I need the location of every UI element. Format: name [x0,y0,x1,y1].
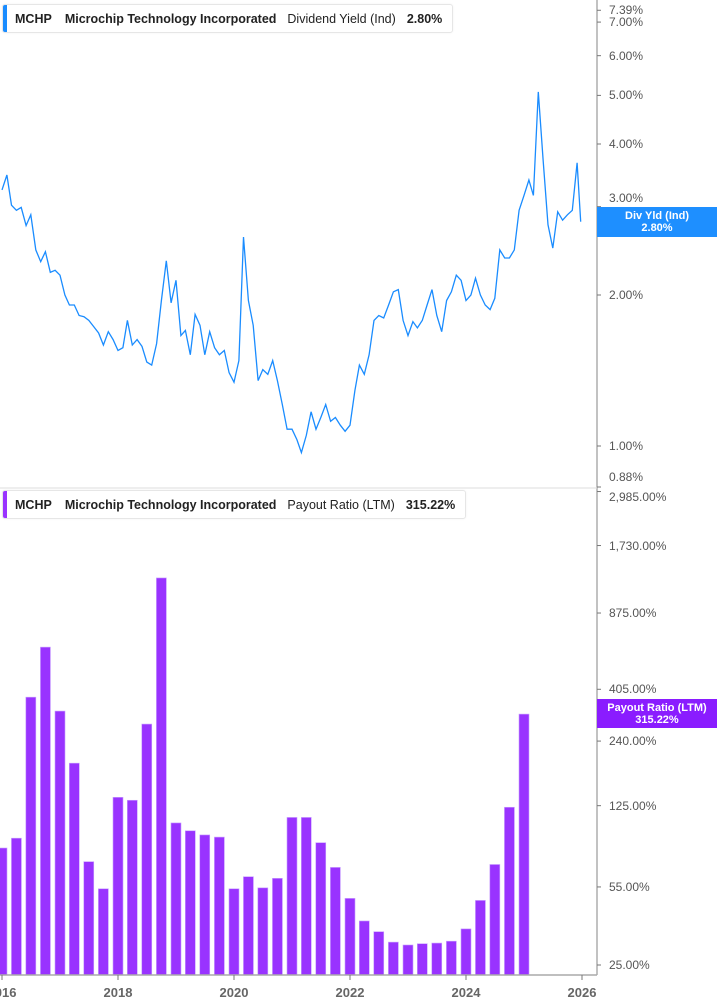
payout-ratio-bar[interactable] [475,900,486,976]
payout-ratio-bar[interactable] [228,888,240,976]
badge-value: 2.80% [641,222,673,234]
dividend-yield-line [1,91,582,455]
dividend-yield-badge: Div Yld (Ind) 2.80% [597,207,717,237]
y-tick-label: 240.00% [609,734,657,749]
legend-ticker: MCHP [15,11,52,26]
payout-ratio-bar[interactable] [272,878,283,976]
badge-label: Payout Ratio (LTM) [607,702,707,714]
badge-label: Div Yld (Ind) [625,210,689,222]
x-tick-label: 2022 [335,985,365,1000]
payout-ratio-bar[interactable] [446,940,457,976]
payout-ratio-bar[interactable] [243,876,254,976]
payout-ratio-bar[interactable] [0,847,8,976]
legend-metric: Dividend Yield (Ind) [287,11,396,26]
payout-ratio-bar[interactable] [199,834,211,976]
y-tick-label: 6.00% [609,48,644,63]
legend-company: Microchip Technology Incorporated [64,497,277,512]
payout-ratio-bar[interactable] [25,696,37,976]
y-tick-label: 3.00% [609,190,644,205]
payout-ratio-bar[interactable] [185,830,196,976]
dividend-yield-legend[interactable]: MCHP Microchip Technology Incorporated D… [2,4,454,33]
payout-ratio-bar[interactable] [83,861,95,976]
legend-color-swatch [3,491,7,518]
payout-ratio-legend[interactable]: MCHP Microchip Technology Incorporated P… [2,490,467,519]
payout-ratio-bar[interactable] [431,942,443,976]
x-tick-label: 2026 [567,985,597,1000]
payout-ratio-bar[interactable] [286,817,298,976]
dividend-yield-series [1,91,582,455]
payout-ratio-bar[interactable] [170,822,182,976]
payout-ratio-bar[interactable] [112,797,124,976]
payout-ratio-bar[interactable] [518,713,530,976]
y-tick-label: 0.88% [609,470,644,484]
y-tick-marks [597,9,601,966]
y-tick-label: 2.00% [609,288,644,302]
y-tick-label: 4.00% [609,137,644,151]
payout-ratio-bar[interactable] [156,577,167,976]
payout-ratio-bar[interactable] [40,646,51,976]
payout-ratio-series [0,577,530,976]
y-tick-label: 875.00% [609,606,657,621]
payout-ratio-bar[interactable] [344,898,356,976]
payout-ratio-bar[interactable] [301,817,312,976]
payout-ratio-badge: Payout Ratio (LTM) 315.22% [597,699,717,728]
y-tick-label: 5.00% [609,88,644,103]
legend-ticker: MCHP [15,497,52,512]
payout-ratio-bar[interactable] [54,710,66,976]
payout-ratio-bar[interactable] [388,941,399,976]
payout-ratio-bar[interactable] [373,931,385,976]
y-tick-label: 7.00% [609,15,644,30]
payout-ratio-bar[interactable] [214,836,225,976]
y-tick-label: 7.39% [609,3,644,18]
x-tick-label: 2024 [451,985,481,1000]
payout-ratio-bar[interactable] [257,887,269,976]
payout-ratio-bar[interactable] [127,799,138,976]
x-tick-label: 2018 [103,985,133,1000]
payout-ratio-bar[interactable] [417,943,428,976]
payout-ratio-bar[interactable] [402,944,414,976]
y-tick-label: 1,730.00% [609,538,667,553]
legend-value: 2.80% [406,11,443,26]
payout-ratio-bar[interactable] [69,762,80,976]
x-tick-label: 2020 [219,985,249,1000]
y-tick-label: 25.00% [609,958,650,972]
y-tick-label: 125.00% [609,798,657,813]
y-tick-label: 405.00% [609,682,657,697]
payout-ratio-bar[interactable] [315,842,327,976]
y-tick-label: 55.00% [609,879,650,894]
payout-ratio-bar[interactable] [504,806,515,976]
x-tick-marks [1,975,583,980]
payout-ratio-bar[interactable] [11,837,22,976]
legend-color-swatch [3,5,7,32]
payout-ratio-bar[interactable] [98,888,109,976]
y-tick-label: 2,985.00% [609,489,667,504]
payout-ratio-bar[interactable] [489,864,501,976]
y-tick-label: 1.00% [609,439,644,453]
legend-company: Microchip Technology Incorporated [64,11,277,26]
legend-metric: Payout Ratio (LTM) [287,497,395,512]
legend-value: 315.22% [405,497,456,512]
payout-ratio-bar[interactable] [460,928,472,976]
payout-ratio-bar[interactable] [141,723,153,976]
badge-value: 315.22% [635,714,679,726]
payout-ratio-bar[interactable] [330,867,341,976]
payout-ratio-bar[interactable] [359,920,370,976]
x-tick-label: 2016 [0,985,17,1000]
